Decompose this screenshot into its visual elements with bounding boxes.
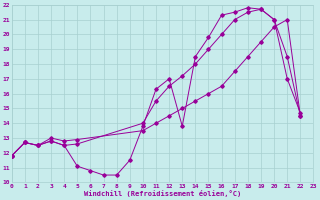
X-axis label: Windchill (Refroidissement éolien,°C): Windchill (Refroidissement éolien,°C) xyxy=(84,190,241,197)
